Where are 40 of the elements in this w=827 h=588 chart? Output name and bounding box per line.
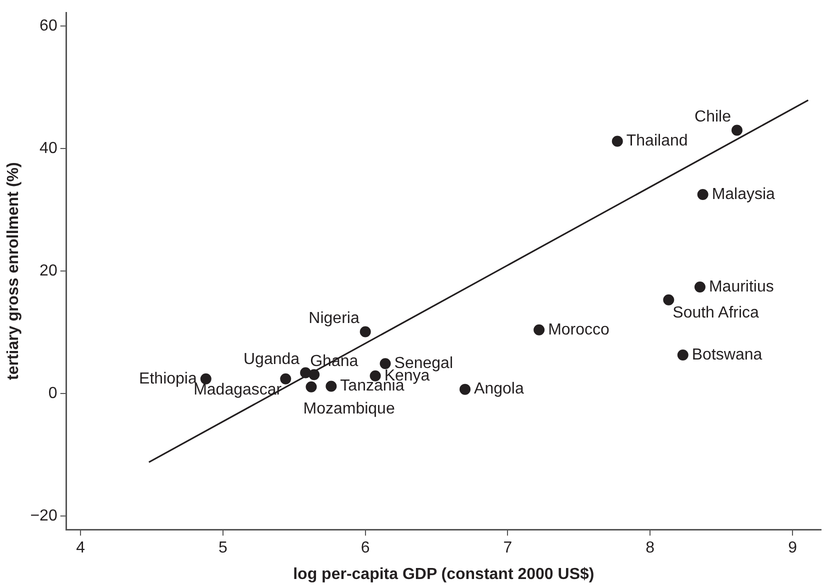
y-tick-label: 60 <box>40 17 58 34</box>
x-tick-label: 4 <box>76 540 86 557</box>
y-tick-label: 20 <box>40 262 58 280</box>
point <box>731 124 742 136</box>
point <box>694 282 706 293</box>
annotation: Uganda <box>244 351 300 368</box>
annotation: Nigeria <box>308 310 360 328</box>
y-tick-label: 0 <box>48 385 58 402</box>
point <box>697 189 708 200</box>
point <box>280 373 292 384</box>
x-tick-label: 9 <box>788 540 798 557</box>
annotation: Angola <box>474 380 524 398</box>
y-axis-title: tertiary gross enrollment (%) <box>5 162 22 380</box>
point <box>663 294 674 306</box>
annotation: Mozambique <box>303 400 395 418</box>
annotation: Thailand <box>626 132 688 150</box>
annotation: Mauritius <box>708 278 774 296</box>
point <box>534 324 545 336</box>
x-tick-label: 7 <box>503 540 512 557</box>
point <box>360 326 371 338</box>
point <box>460 384 471 395</box>
annotation: Morocco <box>548 321 610 338</box>
x-tick-label: 8 <box>646 540 655 557</box>
point <box>306 381 317 392</box>
annotation: Chile <box>694 108 732 126</box>
annotation: South Africa <box>672 304 760 322</box>
x-axis-title: log per-capita GDP (constant 2000 US$) <box>293 566 594 583</box>
x-tick-label: 6 <box>360 540 370 557</box>
y-tick-label: −20 <box>30 508 58 525</box>
point <box>612 136 623 147</box>
annotation: Botswana <box>692 346 762 364</box>
annotation: Senegal <box>394 355 454 372</box>
annotation: Malaysia <box>712 186 776 203</box>
point <box>308 369 320 380</box>
y-tick-label: 40 <box>40 140 58 157</box>
point <box>380 358 391 370</box>
x-tick-label: 5 <box>218 540 228 557</box>
annotation: Ethiopia <box>139 370 197 388</box>
point <box>677 350 688 361</box>
point <box>326 380 337 392</box>
